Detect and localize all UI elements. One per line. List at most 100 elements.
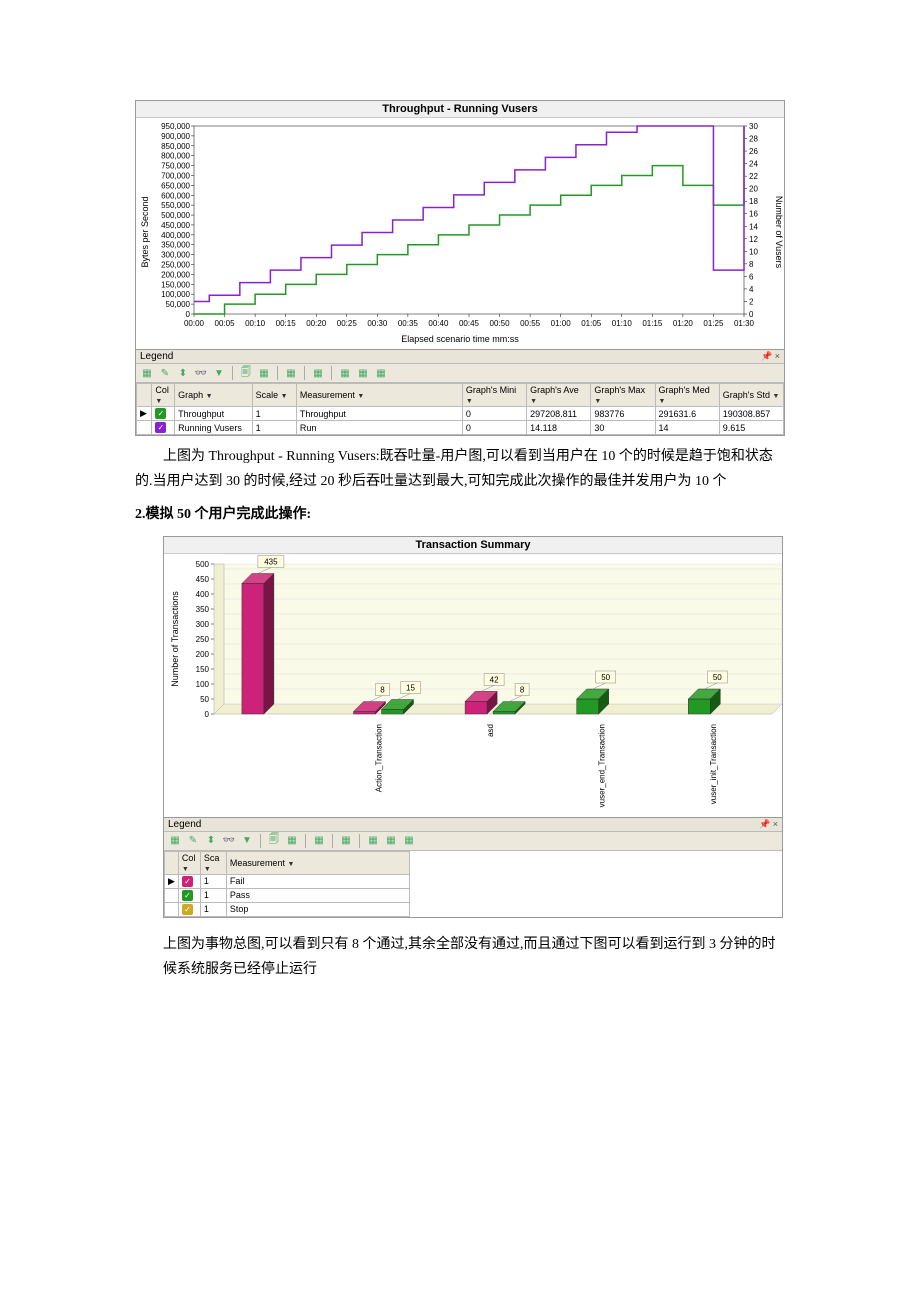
svg-text:24: 24 [749,160,758,169]
svg-text:20: 20 [749,185,758,194]
chart2-toolbar: ▦ ✎ ⬍ 👓 ▼ 🗐 ▦ ▦ ▦ ▦ ▦ ▦ [164,831,782,851]
tool-icon[interactable]: 👓 [194,366,208,380]
svg-text:01:25: 01:25 [703,319,724,328]
chart1-svg: 050,000100,000150,000200,000250,000300,0… [136,118,784,346]
svg-text:asd: asd [486,724,495,737]
svg-text:8: 8 [749,260,754,269]
svg-text:14: 14 [749,222,758,231]
paragraph-2: 上图为事物总图,可以看到只有 8 个通过,其余全部没有通过,而且通过下图可以看到… [163,932,785,982]
svg-text:00:15: 00:15 [276,319,297,328]
tool-icon[interactable]: ⬍ [204,834,218,848]
separator [277,366,278,380]
svg-text:750,000: 750,000 [161,162,190,171]
svg-text:6: 6 [749,272,754,281]
legend-label: Legend [140,351,173,362]
svg-text:00:10: 00:10 [245,319,266,328]
separator [260,834,261,848]
svg-text:00:50: 00:50 [490,319,511,328]
svg-text:250: 250 [196,635,210,644]
svg-text:200,000: 200,000 [161,270,190,279]
pin-icon[interactable]: 📌 × [761,351,780,362]
tool-icon[interactable]: ▦ [284,366,298,380]
tool-icon[interactable]: ⬍ [176,366,190,380]
tool-icon[interactable]: ▦ [312,834,326,848]
svg-text:01:15: 01:15 [642,319,663,328]
tool-icon[interactable]: ▦ [285,834,299,848]
separator [332,834,333,848]
svg-text:01:00: 01:00 [551,319,572,328]
svg-text:150,000: 150,000 [161,280,190,289]
svg-text:01:10: 01:10 [612,319,633,328]
svg-text:8: 8 [380,685,385,694]
tool-icon[interactable]: 🗐 [239,366,253,380]
svg-text:01:30: 01:30 [734,319,755,328]
separator [304,366,305,380]
svg-text:400,000: 400,000 [161,231,190,240]
tool-icon[interactable]: 👓 [222,834,236,848]
svg-text:300: 300 [196,620,210,629]
svg-text:12: 12 [749,235,758,244]
svg-text:00:55: 00:55 [520,319,541,328]
svg-text:00:30: 00:30 [367,319,388,328]
tool-icon[interactable]: 🗐 [267,834,281,848]
svg-text:Bytes per Second: Bytes per Second [140,196,150,267]
svg-text:50,000: 50,000 [166,300,191,309]
tool-icon[interactable]: ✎ [158,366,172,380]
svg-text:28: 28 [749,135,758,144]
svg-text:22: 22 [749,172,758,181]
separator [305,834,306,848]
tool-icon[interactable]: ▼ [212,366,226,380]
svg-text:00:45: 00:45 [459,319,480,328]
tool-icon[interactable]: ▦ [384,834,398,848]
tool-icon[interactable]: ✎ [186,834,200,848]
svg-text:Action_Transaction: Action_Transaction [374,724,383,792]
svg-text:00:05: 00:05 [215,319,236,328]
tool-icon[interactable]: ▦ [402,834,416,848]
chart1-body: 050,000100,000150,000200,000250,000300,0… [136,118,784,349]
tool-icon[interactable]: ▦ [257,366,271,380]
svg-text:150: 150 [196,665,210,674]
svg-text:50: 50 [713,673,722,682]
throughput-chart-panel: Throughput - Running Vusers 050,000100,0… [135,100,785,436]
tool-icon[interactable]: ▦ [356,366,370,380]
svg-text:vuser_end_Transaction: vuser_end_Transaction [598,724,607,807]
svg-text:550,000: 550,000 [161,201,190,210]
tool-icon[interactable]: ▦ [339,834,353,848]
svg-text:950,000: 950,000 [161,122,190,131]
svg-text:01:05: 01:05 [581,319,602,328]
svg-text:900,000: 900,000 [161,132,190,141]
tool-icon[interactable]: ▦ [374,366,388,380]
svg-text:Number of Vusers: Number of Vusers [774,196,784,269]
tool-icon[interactable]: ▦ [140,366,154,380]
svg-text:350: 350 [196,605,210,614]
chart2-title: Transaction Summary [164,537,782,554]
chart2-body: 0501001502002503003504004505004358154285… [164,554,782,817]
svg-text:26: 26 [749,147,758,156]
paragraph-1: 上图为 Throughput - Running Vusers:既吞吐量-用户图… [135,444,785,494]
svg-text:0: 0 [186,310,191,319]
svg-text:850,000: 850,000 [161,142,190,151]
chart1-data-table: Col ▼Graph ▼Scale ▼Measurement ▼Graph's … [136,383,784,435]
tool-icon[interactable]: ▦ [311,366,325,380]
tool-icon[interactable]: ▦ [168,834,182,848]
svg-text:00:20: 00:20 [306,319,327,328]
svg-text:15: 15 [406,683,415,692]
chart2-legend-bar: Legend 📌 × [164,817,782,831]
svg-text:00:00: 00:00 [184,319,205,328]
svg-text:2: 2 [749,297,754,306]
svg-text:Number of Transactions: Number of Transactions [170,590,180,686]
tool-icon[interactable]: ▦ [338,366,352,380]
tool-icon[interactable]: ▦ [366,834,380,848]
svg-text:50: 50 [601,673,610,682]
svg-text:500,000: 500,000 [161,211,190,220]
svg-text:250,000: 250,000 [161,261,190,270]
chart1-title: Throughput - Running Vusers [136,101,784,118]
tool-icon[interactable]: ▼ [240,834,254,848]
svg-text:18: 18 [749,197,758,206]
svg-text:450,000: 450,000 [161,221,190,230]
svg-text:200: 200 [196,650,210,659]
svg-text:0: 0 [205,710,210,719]
pin-icon[interactable]: 📌 × [759,819,778,830]
chart2-svg: 0501001502002503003504004505004358154285… [164,554,782,814]
svg-text:00:35: 00:35 [398,319,419,328]
